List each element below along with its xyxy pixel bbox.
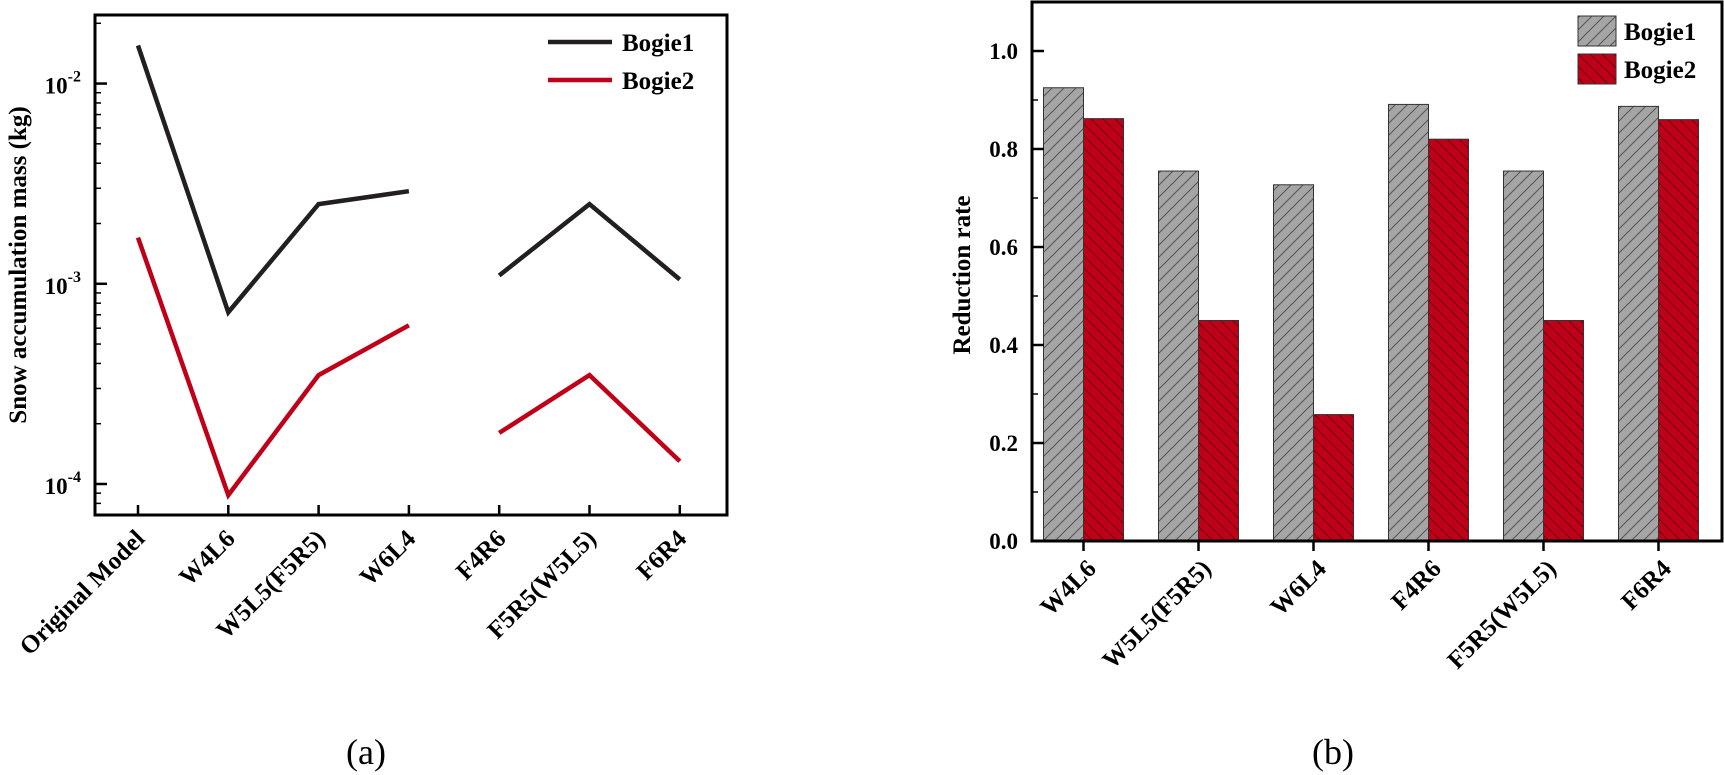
y-tick-base: 10 bbox=[45, 274, 68, 299]
bar-bogie1 bbox=[1043, 87, 1084, 542]
y-tick-exponent: -3 bbox=[68, 269, 81, 286]
bars bbox=[1043, 87, 1699, 542]
series-line-bogie2 bbox=[135, 236, 410, 500]
y-tick-base: 10 bbox=[45, 474, 68, 499]
y-tick-exponent: -4 bbox=[68, 469, 81, 486]
series-line-bogie1 bbox=[135, 44, 410, 317]
y-axis-label: Snow accumulation mass (kg) bbox=[5, 106, 32, 423]
bar-bogie2 bbox=[1313, 414, 1354, 542]
y-tick-label: 10-4 bbox=[45, 469, 81, 499]
y-tick-exponent: -2 bbox=[68, 69, 81, 86]
y-tick-label: 0.6 bbox=[989, 235, 1018, 260]
bar-bogie2 bbox=[1198, 320, 1239, 542]
series-line-bogie2 bbox=[497, 372, 682, 463]
x-tick-label: F4R6 bbox=[1386, 555, 1446, 615]
legend-label-bogie2: Bogie2 bbox=[622, 68, 694, 95]
x-tick-label: W4L6 bbox=[1035, 555, 1101, 621]
x-tick-label: W4L6 bbox=[174, 525, 240, 591]
legend: Bogie1 Bogie2 bbox=[548, 30, 694, 95]
bar-bogie2 bbox=[1658, 119, 1699, 542]
bar-bogie2 bbox=[1083, 118, 1124, 542]
y-tick-base: 10 bbox=[45, 74, 68, 99]
y-axis-label: Reduction rate bbox=[949, 196, 976, 355]
x-tick-label: F4R6 bbox=[451, 525, 511, 585]
bar-bogie1 bbox=[1273, 184, 1314, 542]
y-axis-ticks: 10-410-310-2 bbox=[45, 22, 107, 505]
x-tick-label: W6L4 bbox=[355, 525, 422, 592]
y-tick-label: 0.0 bbox=[989, 529, 1018, 554]
y-tick-label: 0.2 bbox=[989, 431, 1018, 456]
legend-label-bogie1: Bogie1 bbox=[622, 30, 694, 57]
x-tick-label: W5L5(F5R5) bbox=[1097, 555, 1216, 674]
x-tick-label: Original Model bbox=[15, 525, 151, 661]
x-tick-label: F5R5(W5L5) bbox=[1442, 555, 1561, 674]
panel-label: (a) bbox=[346, 732, 386, 772]
line-chart-panel: 10-410-310-2 Original Model W4L6W5L5(F5R5… bbox=[5, 13, 729, 772]
legend-label-bogie2: Bogie2 bbox=[1624, 57, 1696, 84]
y-tick-label: 0.4 bbox=[989, 333, 1018, 358]
plot-frame bbox=[1030, 0, 1724, 543]
panel-label: (b) bbox=[1312, 732, 1354, 772]
y-tick-label: 1.0 bbox=[989, 39, 1018, 64]
plot-frame bbox=[93, 13, 729, 517]
bar-bogie1 bbox=[1503, 170, 1544, 542]
bar-bogie1 bbox=[1618, 105, 1659, 542]
series-lines bbox=[135, 44, 682, 500]
legend-swatch-bogie2 bbox=[1577, 53, 1617, 85]
y-tick-label: 10-3 bbox=[45, 269, 81, 299]
bar-bogie1 bbox=[1388, 103, 1429, 542]
bar-bogie1 bbox=[1158, 170, 1199, 542]
legend-swatch-bogie1 bbox=[1577, 15, 1617, 47]
x-tick-label: F6R4 bbox=[1616, 555, 1677, 616]
legend-label-bogie1: Bogie1 bbox=[1624, 19, 1696, 46]
bar-bogie2 bbox=[1428, 138, 1469, 542]
y-tick-label: 0.8 bbox=[989, 137, 1018, 162]
legend: Bogie1 Bogie2 bbox=[1577, 15, 1696, 85]
x-tick-label: F6R4 bbox=[632, 525, 693, 586]
series-line-bogie1 bbox=[497, 201, 682, 282]
bar-bogie2 bbox=[1543, 320, 1584, 542]
y-axis-ticks: 0.0 0.2 0.4 0.6 0.8 1.0 bbox=[989, 39, 1044, 554]
y-tick-label: 10-2 bbox=[45, 69, 81, 99]
x-tick-label: W6L4 bbox=[1265, 555, 1332, 622]
